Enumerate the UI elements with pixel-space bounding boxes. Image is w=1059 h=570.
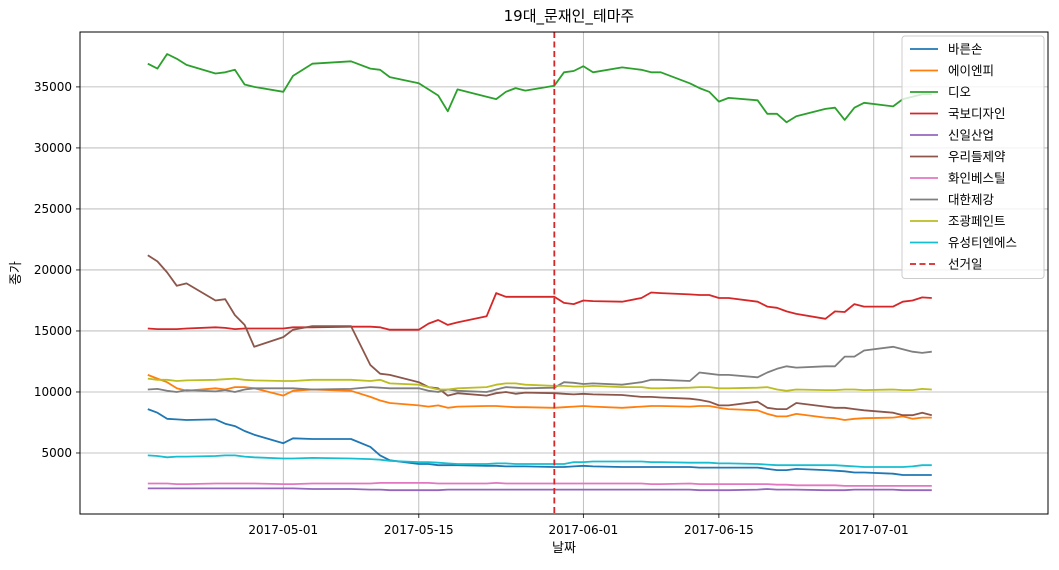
series-line-8 xyxy=(147,345,932,393)
series-lines xyxy=(147,53,933,492)
y-tick-label: 35000 xyxy=(34,80,72,94)
x-tick-label: 2017-06-01 xyxy=(548,523,618,537)
legend: 바른손에이엔피디오국보디자인신일산업우리들제약화인베스틸대한제강조광페인트유성티… xyxy=(901,35,1045,279)
legend-label: 디오 xyxy=(948,85,971,100)
chart-title: 19대_문재인_테마주 xyxy=(504,7,635,26)
x-tick-label: 2017-05-15 xyxy=(384,523,454,537)
y-tick-label: 25000 xyxy=(34,202,72,216)
x-tick-label: 2017-05-01 xyxy=(248,523,318,537)
y-tick-label: 15000 xyxy=(34,324,72,338)
legend-label: 신일산업 xyxy=(948,128,994,143)
series-line-7 xyxy=(147,481,932,487)
series-line-1 xyxy=(147,408,932,476)
series-line-9 xyxy=(147,377,932,392)
x-tick-label: 2017-07-01 xyxy=(839,523,909,537)
series-line-6 xyxy=(147,254,933,417)
legend-label: 선거일 xyxy=(948,257,983,272)
gridlines xyxy=(80,32,1048,514)
series-line-10 xyxy=(147,454,932,468)
x-tick-label: 2017-06-15 xyxy=(684,523,754,537)
series-line-3 xyxy=(147,53,932,124)
x-axis-label: 날짜 xyxy=(552,541,576,556)
legend-label: 에이엔피 xyxy=(948,63,994,78)
y-tick-label: 10000 xyxy=(34,385,72,399)
legend-label: 화인베스틸 xyxy=(948,171,1006,186)
x-axis-ticks: 2017-05-01 2017-05-15 2017-06-01 2017-06-15… xyxy=(248,514,909,537)
y-axis-ticks: 5000 10000 15000 20000 25000 30000 35000 xyxy=(34,80,80,460)
legend-label: 우리들제약 xyxy=(948,149,1006,164)
y-axis-label: 종가 xyxy=(9,261,24,285)
y-tick-label: 20000 xyxy=(34,263,72,277)
legend-label: 대한제강 xyxy=(948,192,995,207)
y-tick-label: 5000 xyxy=(41,446,72,460)
legend-label: 바른손 xyxy=(948,42,983,57)
series-line-2 xyxy=(147,374,932,421)
plot-frame xyxy=(79,31,1049,515)
legend-box xyxy=(901,35,1045,279)
legend-label: 국보디자인 xyxy=(948,106,1006,121)
y-tick-label: 30000 xyxy=(34,141,72,155)
series-line-5 xyxy=(147,487,932,492)
series-line-4 xyxy=(147,291,932,331)
legend-label: 조광페인트 xyxy=(948,214,1006,229)
legend-label: 유성티엔에스 xyxy=(948,235,1017,250)
